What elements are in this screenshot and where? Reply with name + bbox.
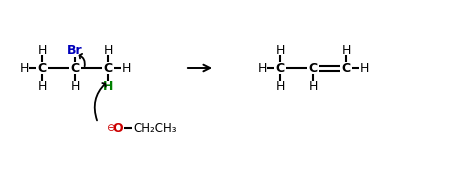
Text: C: C [309, 61, 318, 75]
Text: C: C [71, 61, 80, 75]
Text: H: H [37, 43, 46, 57]
Text: C: C [103, 61, 112, 75]
Text: O: O [113, 121, 123, 134]
Text: H: H [103, 80, 113, 93]
Text: H: H [359, 61, 369, 75]
Text: H: H [257, 61, 267, 75]
Text: H: H [19, 61, 29, 75]
Text: H: H [37, 80, 46, 93]
Text: H: H [70, 80, 80, 93]
Text: Br: Br [67, 43, 83, 57]
Text: C: C [275, 61, 284, 75]
Text: H: H [103, 43, 113, 57]
Text: C: C [341, 61, 351, 75]
Text: ⊖: ⊖ [106, 123, 114, 133]
Text: H: H [121, 61, 131, 75]
Text: H: H [341, 43, 351, 57]
Text: H: H [275, 43, 285, 57]
Text: CH₂CH₃: CH₂CH₃ [133, 121, 177, 134]
Text: H: H [275, 80, 285, 93]
Text: C: C [37, 61, 46, 75]
Text: H: H [308, 80, 318, 93]
